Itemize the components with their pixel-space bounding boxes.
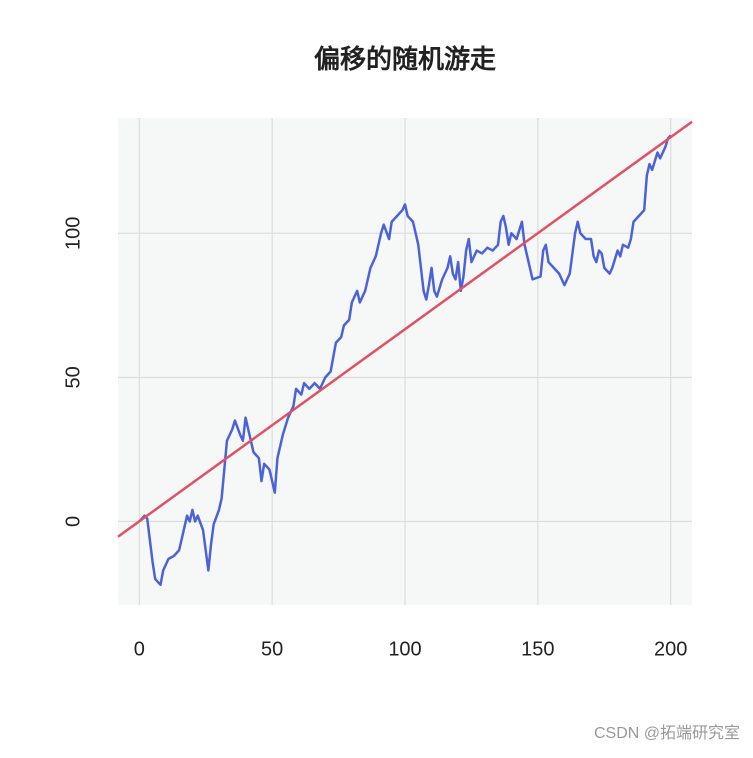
x-tick-label: 50 bbox=[261, 638, 283, 660]
y-tick-label: 50 bbox=[62, 366, 84, 388]
data-line bbox=[138, 134, 672, 587]
x-tick-label: 100 bbox=[388, 638, 421, 660]
y-tick-label: 0 bbox=[62, 516, 84, 527]
x-tick-label: 200 bbox=[654, 638, 687, 660]
y-tick-label: 100 bbox=[62, 217, 84, 250]
chart-title: 偏移的随机游走 bbox=[314, 44, 496, 74]
x-tick-label: 150 bbox=[521, 638, 554, 660]
watermark: CSDN @拓端研究室 bbox=[594, 724, 740, 742]
data-line bbox=[117, 120, 693, 538]
x-tick-label: 0 bbox=[134, 638, 145, 660]
